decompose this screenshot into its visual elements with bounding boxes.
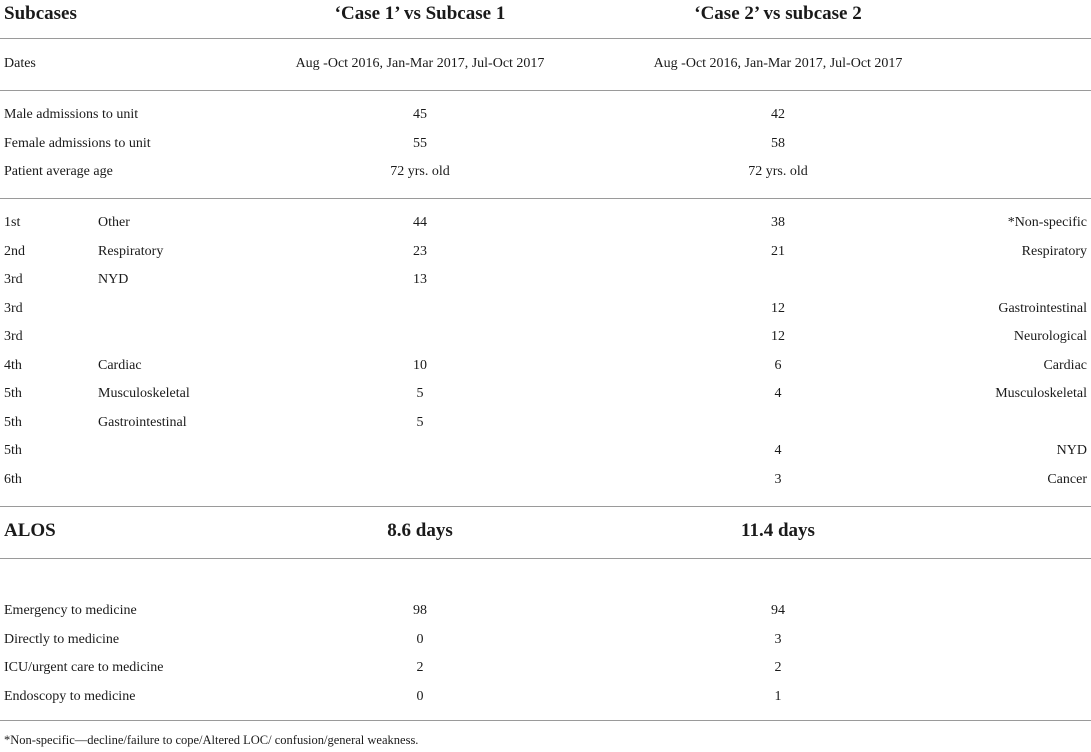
rule-after-dates — [0, 90, 1091, 91]
rule-after-alos — [0, 558, 1091, 559]
demo-label: Female admissions to unit — [4, 136, 151, 151]
diag-rank: 3rd — [4, 301, 23, 316]
diag-rank: 5th — [4, 386, 22, 401]
route-label: Endoscopy to medicine — [4, 689, 136, 704]
rule-top-header — [0, 38, 1091, 39]
diag-rank: 5th — [4, 415, 22, 430]
diag-rank: 1st — [4, 215, 21, 230]
diag-category-case2: NYD — [1056, 443, 1087, 458]
diag-category-case2: Neurological — [1013, 329, 1087, 344]
diag-category-case1: Other — [98, 215, 130, 230]
footnote: *Non-specific—decline/failure to cope/Al… — [4, 733, 419, 747]
diag-category-case2: Cardiac — [1043, 358, 1087, 373]
demo-label: Male admissions to unit — [4, 107, 139, 122]
diag-rank: 3rd — [4, 329, 23, 344]
diag-category-case2: Respiratory — [1021, 244, 1087, 259]
diag-category-case2: Gastrointestinal — [998, 301, 1087, 316]
diag-category-case2: Musculoskeletal — [995, 386, 1087, 401]
dates-label: Dates — [4, 56, 36, 71]
rule-after-demographics — [0, 198, 1091, 199]
diag-category-case2: Cancer — [1047, 472, 1087, 487]
demo-label: Patient average age — [4, 164, 113, 179]
alos-label: ALOS — [4, 520, 56, 541]
diag-rank: 5th — [4, 443, 22, 458]
diag-rank: 3rd — [4, 272, 23, 287]
diag-rank: 2nd — [4, 244, 25, 259]
diag-category-case1: NYD — [98, 272, 129, 287]
diag-rank: 4th — [4, 358, 22, 373]
route-label: ICU/urgent care to medicine — [4, 660, 164, 675]
rule-after-diagnoses — [0, 506, 1091, 507]
diag-category-case1: Gastrointestinal — [98, 415, 187, 430]
diag-rank: 6th — [4, 472, 22, 487]
rule-before-footnote — [0, 720, 1091, 721]
diag-category-case1: Musculoskeletal — [98, 386, 190, 401]
header-subcases: Subcases — [4, 3, 77, 24]
diag-category-case2: *Non-specific — [1007, 215, 1087, 230]
route-label: Directly to medicine — [4, 632, 120, 647]
diag-category-case1: Respiratory — [98, 244, 164, 259]
route-label: Emergency to medicine — [4, 603, 137, 618]
diag-category-case1: Cardiac — [98, 358, 142, 373]
